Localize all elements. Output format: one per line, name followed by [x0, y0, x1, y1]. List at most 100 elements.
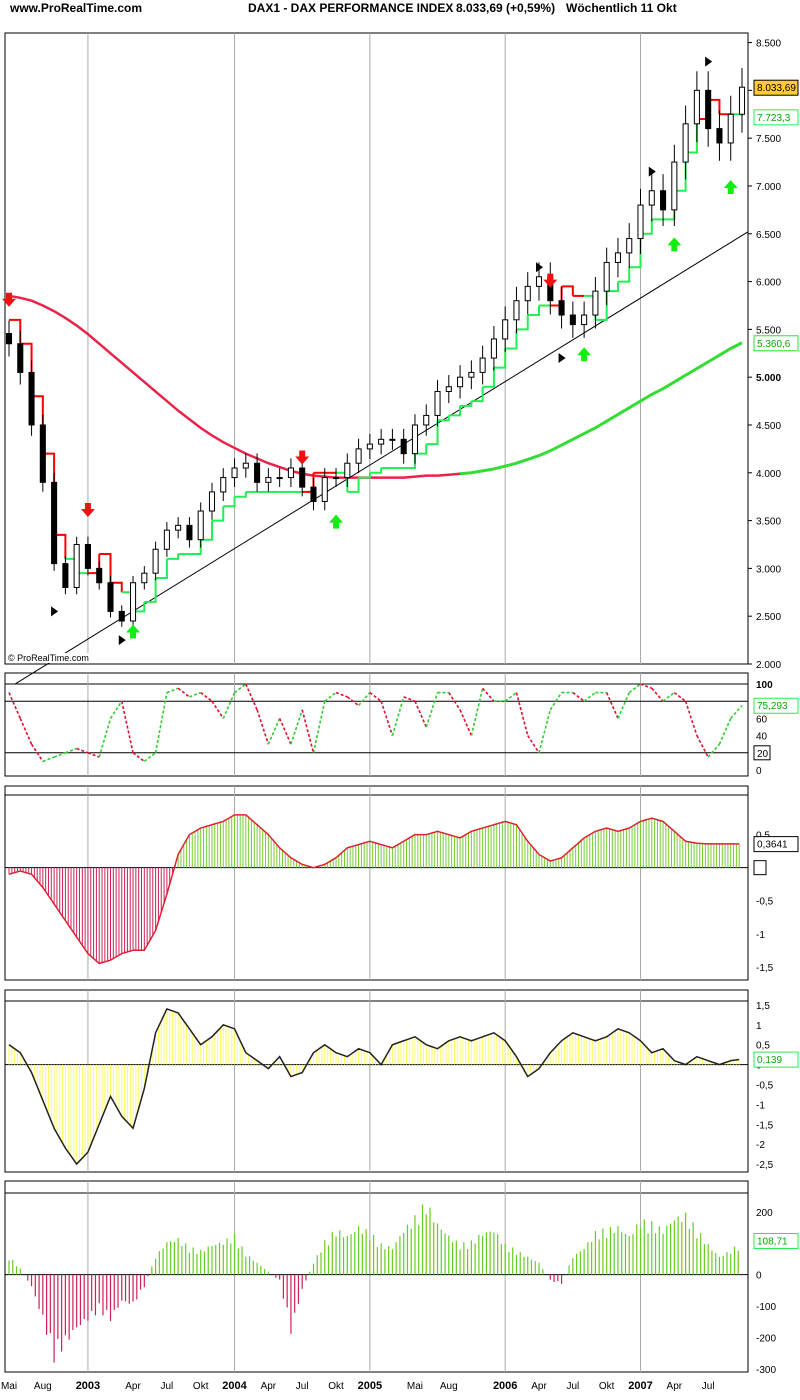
candle-body — [321, 477, 328, 502]
stoch-line-segment — [120, 701, 134, 753]
stoch-line-segment — [30, 743, 44, 762]
buy-arrow-icon — [667, 237, 682, 252]
stoch-line-segment — [583, 691, 596, 702]
candle-body — [581, 314, 588, 326]
candle-body — [727, 113, 734, 144]
price-tick-label: 7.000 — [756, 182, 781, 193]
x-tick-label: Jul — [566, 1381, 579, 1392]
macd-zero-box — [753, 860, 767, 876]
momentum-tick-label: 0,5 — [756, 1041, 770, 1052]
stoch-line-segment — [651, 687, 664, 702]
price-tick-label: 6.000 — [756, 278, 781, 289]
last-price-label-box — [753, 79, 799, 96]
candle-body — [693, 89, 700, 125]
stoch-line-segment — [549, 692, 563, 711]
site-name[interactable]: www.ProRealTime.com — [10, 1, 143, 15]
stoch-line-segment — [673, 691, 687, 702]
x-tick-label: 2007 — [628, 1380, 652, 1392]
stoch-tick-label: 40 — [756, 732, 768, 743]
support-trendline — [15, 231, 749, 685]
candle-body — [716, 128, 723, 144]
trailing-stop-segment — [482, 367, 495, 388]
last-price-label: 8.033,69 — [757, 83, 796, 94]
candle-body — [682, 123, 689, 163]
buy-arrow-icon — [329, 514, 344, 529]
candle-body — [660, 190, 667, 211]
stoch-line-segment — [234, 683, 247, 694]
candle-body — [152, 548, 159, 574]
candle-body — [276, 477, 283, 480]
stoch-level-label: 20 — [757, 749, 769, 760]
candle-body — [96, 567, 103, 584]
sell-arrow-icon — [543, 273, 558, 288]
stoch-line-segment — [324, 691, 337, 702]
x-tick-label: Apr — [667, 1381, 683, 1392]
candle-body — [569, 314, 576, 326]
stoch-line-segment — [403, 696, 416, 702]
candle-body — [163, 529, 170, 550]
pivot-marker-icon — [648, 166, 656, 177]
stoch-line-segment — [504, 691, 517, 702]
stoch-line-segment — [391, 696, 405, 736]
stoch-line-segment — [98, 718, 112, 758]
candle-body — [5, 332, 13, 345]
candle-body — [220, 477, 227, 493]
x-tick-label: Jul — [296, 1381, 309, 1392]
x-tick-label: 2004 — [222, 1380, 247, 1392]
x-tick-label: 2003 — [76, 1380, 100, 1392]
candle-body — [513, 300, 520, 321]
price-tick-label: 4.500 — [756, 421, 781, 432]
stoch-line-segment — [696, 735, 709, 758]
candle-body — [378, 438, 385, 445]
trail-value-label: 7.723,3 — [757, 113, 791, 124]
trailing-stop-segment — [708, 98, 721, 115]
panel-frame-1 — [4, 672, 749, 777]
ma-long-line-rising — [459, 341, 743, 476]
price-tick-label: 2.000 — [756, 660, 781, 671]
candle-body — [118, 610, 125, 622]
x-tick-label: 2006 — [493, 1380, 517, 1392]
trailing-stop-segment — [211, 506, 225, 522]
vol-tick-label: -300 — [756, 1365, 776, 1376]
trailing-stop-segment — [493, 348, 507, 369]
trailing-stop-segment — [223, 496, 236, 508]
stoch-line-segment — [200, 691, 213, 702]
vol-value-label: 108,71 — [757, 1237, 788, 1248]
trailing-stop-segment — [166, 554, 180, 560]
copyright-label: © ProRealTime.com — [6, 653, 91, 663]
candle-body — [671, 161, 678, 211]
pivot-marker-icon — [536, 262, 544, 273]
stoch-line-segment — [109, 700, 123, 719]
trailing-stop-segment — [234, 491, 247, 498]
momentum-tick-label: -0,5 — [756, 1081, 774, 1092]
momentum-value-label: 0,139 — [757, 1055, 782, 1066]
stoch-line-segment — [65, 747, 77, 754]
x-tick-label: Okt — [599, 1381, 615, 1392]
trailing-stop-segment — [155, 558, 168, 579]
momentum-tick-label: -1,5 — [756, 1120, 774, 1131]
trailing-stop-segment — [561, 285, 574, 296]
macd-tick-label: -0,5 — [756, 897, 774, 908]
x-tick-label: Jul — [702, 1381, 715, 1392]
trailing-stop-segment — [110, 581, 123, 593]
candle-body — [558, 300, 565, 316]
vol-tick-label: 0 — [756, 1271, 762, 1282]
momentum-value-label-box — [753, 1051, 799, 1068]
candle-body — [141, 572, 148, 584]
stoch-line-segment — [527, 735, 540, 754]
macd-outline — [8, 814, 740, 965]
candle-body — [738, 86, 746, 115]
pivot-marker-icon — [118, 635, 126, 646]
stoch-line-segment — [538, 709, 552, 754]
candle-body — [310, 486, 317, 502]
stoch-line-segment — [640, 683, 653, 690]
trailing-stop-segment — [369, 468, 383, 474]
trailing-stop-segment — [133, 601, 146, 613]
candle-body — [107, 582, 114, 612]
x-tick-label: 2005 — [358, 1380, 382, 1392]
candle-body — [468, 371, 475, 378]
trailing-stop-segment — [144, 577, 157, 603]
sell-arrow-icon — [295, 450, 310, 465]
candle-body — [130, 582, 137, 622]
